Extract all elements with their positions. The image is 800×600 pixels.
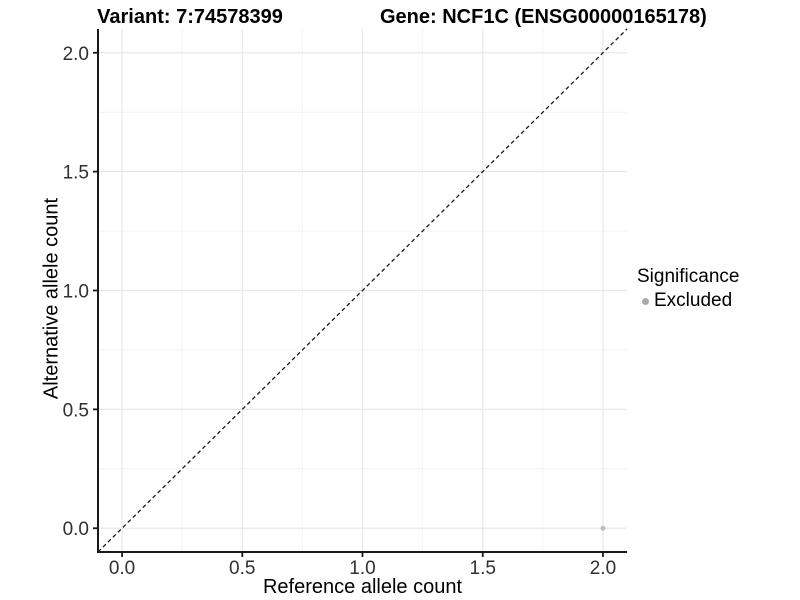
x-tick-label: 0.0	[109, 558, 135, 579]
y-tick-label: 1.0	[63, 282, 89, 303]
y-tick-label: 1.5	[63, 163, 89, 184]
x-tick-label: 1.5	[470, 558, 496, 579]
x-tick-label: 0.5	[229, 558, 255, 579]
plot-title-variant: Variant: 7:74578399	[97, 6, 283, 28]
legend-title: Significance	[637, 266, 740, 287]
y-tick-label: 0.5	[63, 400, 89, 421]
x-tick-label: 1.0	[349, 558, 375, 579]
legend-key-dot-icon	[642, 297, 649, 305]
y-tick-label: 2.0	[63, 44, 89, 65]
legend: Significance Excluded	[637, 266, 739, 312]
y-tick-label: 0.0	[63, 519, 89, 540]
legend-item-label: Excluded	[654, 290, 733, 311]
data-point-excluded	[600, 525, 606, 531]
identity-dashed-line	[97, 28, 628, 553]
x-axis-title: Reference allele count	[262, 576, 462, 598]
legend-item-excluded: Excluded	[637, 290, 739, 312]
y-axis-title: Alternative allele count	[40, 197, 63, 400]
plot-title-gene: Gene: NCF1C (ENSG00000165178)	[380, 6, 707, 28]
x-tick-label: 2.0	[590, 558, 616, 579]
